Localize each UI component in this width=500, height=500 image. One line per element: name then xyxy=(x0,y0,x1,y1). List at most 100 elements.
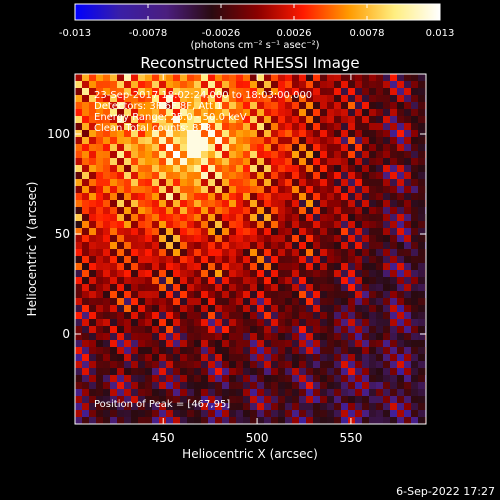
heatmap-cell xyxy=(362,95,369,102)
heatmap-cell xyxy=(264,382,271,389)
heatmap-cell xyxy=(236,130,243,137)
heatmap-cell xyxy=(348,326,355,333)
heatmap-cell xyxy=(75,228,82,235)
heatmap-cell xyxy=(236,340,243,347)
heatmap-cell xyxy=(404,144,411,151)
heatmap-cell xyxy=(236,81,243,88)
heatmap-cell xyxy=(264,333,271,340)
heatmap-cell xyxy=(180,109,187,116)
heatmap-cell xyxy=(404,403,411,410)
heatmap-cell xyxy=(397,256,404,263)
heatmap-cell xyxy=(229,291,236,298)
heatmap-cell xyxy=(110,354,117,361)
heatmap-cell xyxy=(187,123,194,130)
heatmap-cell xyxy=(264,368,271,375)
heatmap-cell xyxy=(306,396,313,403)
heatmap-cell xyxy=(201,242,208,249)
heatmap-cell xyxy=(257,368,264,375)
heatmap-cell xyxy=(82,165,89,172)
heatmap-cell xyxy=(418,249,425,256)
heatmap-cell xyxy=(194,102,201,109)
heatmap-cell xyxy=(103,347,110,354)
heatmap-cell xyxy=(341,165,348,172)
heatmap-cell xyxy=(411,319,418,326)
heatmap-cell xyxy=(327,333,334,340)
heatmap-cell xyxy=(222,130,229,137)
heatmap-cell xyxy=(334,410,341,417)
heatmap-cell xyxy=(390,95,397,102)
heatmap-cell xyxy=(327,312,334,319)
y-tick-label: 100 xyxy=(47,127,70,141)
heatmap-cell xyxy=(124,410,131,417)
heatmap-cell xyxy=(418,270,425,277)
heatmap-cell xyxy=(250,284,257,291)
heatmap-cell xyxy=(194,235,201,242)
heatmap-cell xyxy=(89,361,96,368)
heatmap-cell xyxy=(376,319,383,326)
heatmap-cell xyxy=(173,172,180,179)
heatmap-cell xyxy=(173,340,180,347)
heatmap-cell xyxy=(376,347,383,354)
heatmap-cell xyxy=(313,235,320,242)
heatmap-cell xyxy=(159,340,166,347)
heatmap-cell xyxy=(138,319,145,326)
heatmap-cell xyxy=(362,123,369,130)
heatmap-cell xyxy=(369,298,376,305)
heatmap-cell xyxy=(215,333,222,340)
heatmap-cell xyxy=(271,396,278,403)
heatmap-cell xyxy=(348,95,355,102)
heatmap-cell xyxy=(75,193,82,200)
heatmap-cell xyxy=(166,417,173,424)
heatmap-cell xyxy=(75,382,82,389)
heatmap-cell xyxy=(103,193,110,200)
heatmap-cell xyxy=(166,158,173,165)
heatmap-cell xyxy=(117,158,124,165)
heatmap-cell xyxy=(306,417,313,424)
heatmap-cell xyxy=(215,221,222,228)
heatmap-cell xyxy=(285,270,292,277)
heatmap-cell xyxy=(229,186,236,193)
heatmap-cell xyxy=(89,74,96,81)
heatmap-cell xyxy=(411,382,418,389)
heatmap-cell xyxy=(208,144,215,151)
heatmap-cell xyxy=(222,354,229,361)
heatmap-cell xyxy=(159,277,166,284)
heatmap-cell xyxy=(390,270,397,277)
heatmap-cell xyxy=(285,200,292,207)
heatmap-cell xyxy=(117,368,124,375)
heatmap-cell xyxy=(299,242,306,249)
heatmap-cell xyxy=(397,193,404,200)
heatmap-cell xyxy=(138,403,145,410)
heatmap-cell xyxy=(348,88,355,95)
heatmap-cell xyxy=(390,333,397,340)
heatmap-cell xyxy=(285,354,292,361)
heatmap-cell xyxy=(110,382,117,389)
heatmap-cell xyxy=(103,221,110,228)
heatmap-cell xyxy=(208,88,215,95)
heatmap-cell xyxy=(334,368,341,375)
heatmap-cell xyxy=(75,291,82,298)
heatmap-cell xyxy=(96,186,103,193)
heatmap-cell xyxy=(103,389,110,396)
heatmap-cell xyxy=(306,144,313,151)
heatmap-cell xyxy=(229,347,236,354)
heatmap-cell xyxy=(278,242,285,249)
heatmap-cell xyxy=(201,235,208,242)
heatmap-cell xyxy=(257,277,264,284)
heatmap-cell xyxy=(166,382,173,389)
heatmap-cell xyxy=(292,144,299,151)
heatmap-cell xyxy=(411,165,418,172)
heatmap-cell xyxy=(103,319,110,326)
heatmap-cell xyxy=(208,228,215,235)
heatmap-cell xyxy=(96,368,103,375)
heatmap-cell xyxy=(222,382,229,389)
heatmap-cell xyxy=(327,109,334,116)
heatmap-cell xyxy=(320,88,327,95)
heatmap-cell xyxy=(124,151,131,158)
heatmap-cell xyxy=(411,347,418,354)
heatmap-cell xyxy=(404,116,411,123)
heatmap-cell xyxy=(320,179,327,186)
heatmap-cell xyxy=(376,74,383,81)
heatmap-cell xyxy=(229,410,236,417)
heatmap-cell xyxy=(138,130,145,137)
